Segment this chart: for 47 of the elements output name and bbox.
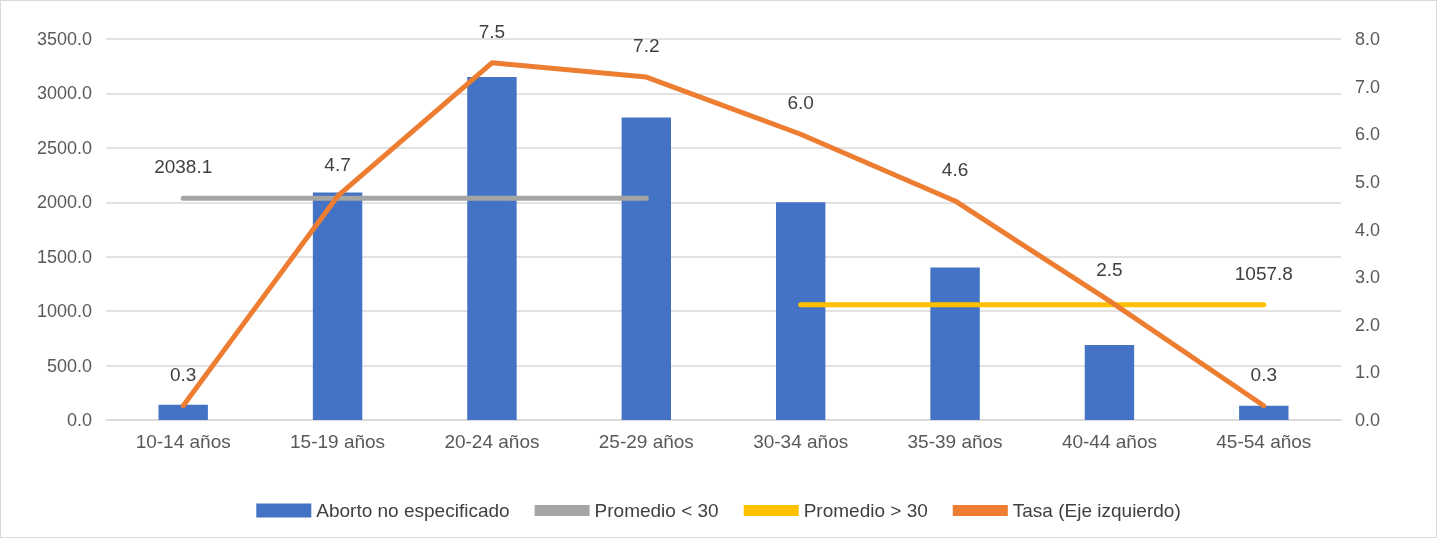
y2-tick-label: 8.0 bbox=[1355, 29, 1381, 49]
y2-tick-label: 1.0 bbox=[1355, 362, 1381, 383]
legend-label: Aborto no especificado bbox=[316, 500, 510, 521]
y2-tick-label: 0.0 bbox=[1355, 410, 1381, 430]
legend-label: Tasa (Eje izquierdo) bbox=[1012, 500, 1181, 521]
y2-tick-label: 4.0 bbox=[1355, 219, 1381, 240]
data-label: 4.7 bbox=[324, 154, 351, 176]
y2-tick-label: 3.0 bbox=[1355, 267, 1381, 288]
x-tick-label: 20-24 años bbox=[444, 431, 540, 452]
bar bbox=[312, 192, 363, 420]
data-label: 6.0 bbox=[787, 92, 814, 114]
bar bbox=[621, 117, 672, 420]
bar bbox=[930, 267, 980, 420]
y2-tick-label: 7.0 bbox=[1355, 76, 1381, 97]
data-label: 7.2 bbox=[633, 35, 660, 57]
bar bbox=[775, 202, 826, 420]
bar bbox=[1084, 344, 1135, 420]
y2-tick-label: 5.0 bbox=[1355, 171, 1381, 192]
data-label: 7.5 bbox=[478, 20, 506, 42]
data-label: 0.3 bbox=[1250, 363, 1278, 385]
data-label: 0.3 bbox=[169, 363, 197, 385]
y-tick-label: 2500.0 bbox=[36, 137, 92, 158]
x-tick-label: 40-44 años bbox=[1061, 431, 1157, 452]
y-tick-label: 3500.0 bbox=[36, 29, 92, 49]
y2-tick-label: 2.0 bbox=[1355, 314, 1381, 335]
y-tick-label: 1500.0 bbox=[36, 246, 92, 267]
data-label: 1057.8 bbox=[1234, 262, 1293, 284]
bar bbox=[467, 77, 517, 420]
y-tick-label: 1000.0 bbox=[36, 301, 92, 322]
x-tick-label: 35-39 años bbox=[907, 431, 1003, 452]
y-tick-label: 500.0 bbox=[46, 355, 92, 376]
x-tick-label: 45-54 años bbox=[1216, 431, 1312, 452]
bar bbox=[158, 404, 208, 420]
data-label: 2038.1 bbox=[154, 156, 213, 178]
data-label: 4.6 bbox=[941, 158, 969, 180]
y-tick-label: 3000.0 bbox=[36, 83, 92, 104]
legend-label: Promedio > 30 bbox=[803, 500, 928, 521]
y-tick-label: 2000.0 bbox=[36, 192, 92, 213]
x-tick-label: 30-34 años bbox=[753, 431, 849, 452]
legend-label: Promedio < 30 bbox=[594, 500, 719, 521]
bar bbox=[1239, 405, 1289, 420]
x-tick-label: 10-14 años bbox=[135, 431, 231, 452]
y2-tick-label: 6.0 bbox=[1355, 124, 1381, 145]
y-tick-label: 0.0 bbox=[66, 410, 92, 430]
x-tick-label: 15-19 años bbox=[290, 431, 386, 452]
x-tick-label: 25-29 años bbox=[598, 431, 694, 452]
data-label: 2.5 bbox=[1096, 258, 1123, 280]
